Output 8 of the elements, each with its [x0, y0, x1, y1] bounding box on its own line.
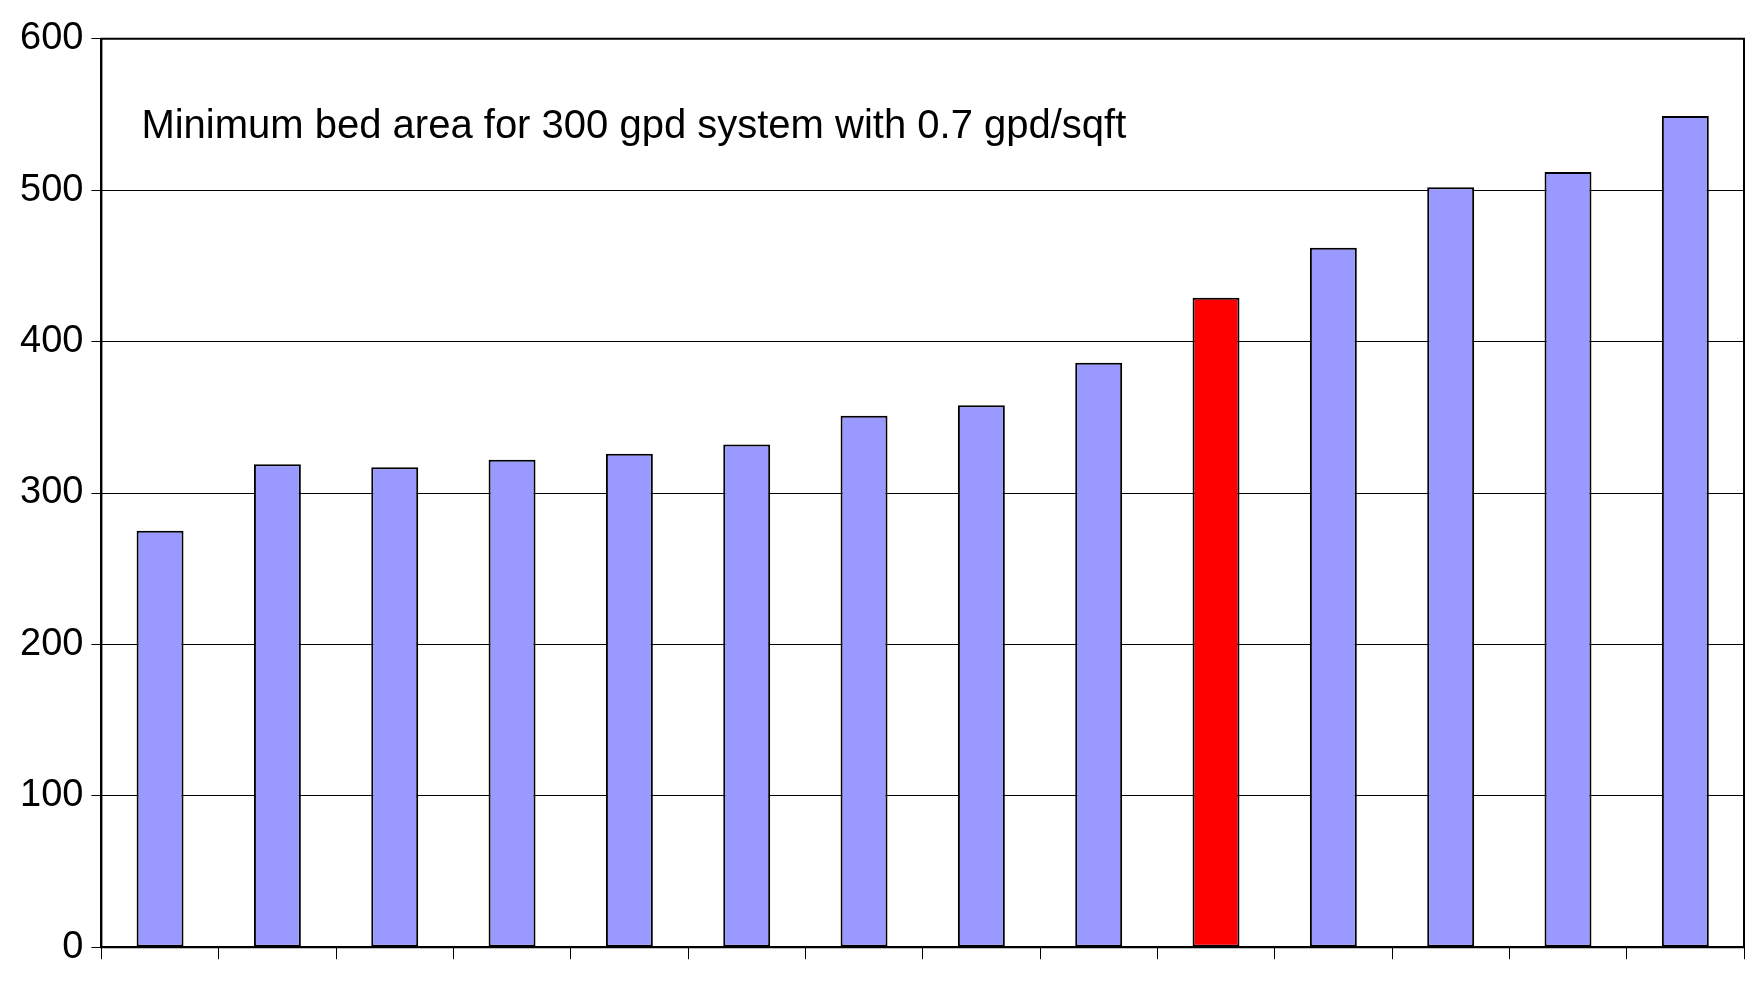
y-tick-label: 500	[20, 166, 84, 209]
y-tick-label: 400	[20, 318, 84, 361]
y-tick-label: 300	[20, 469, 84, 512]
text: Minimum bed area for 300 gpd system with 0.7 gpd/sqft	[141, 101, 1127, 146]
y-tick-label: 0	[62, 923, 84, 966]
y-tick-label: 100	[20, 772, 84, 815]
y-tick-label: 200	[20, 620, 84, 663]
y-tick-label: 600	[20, 15, 84, 58]
